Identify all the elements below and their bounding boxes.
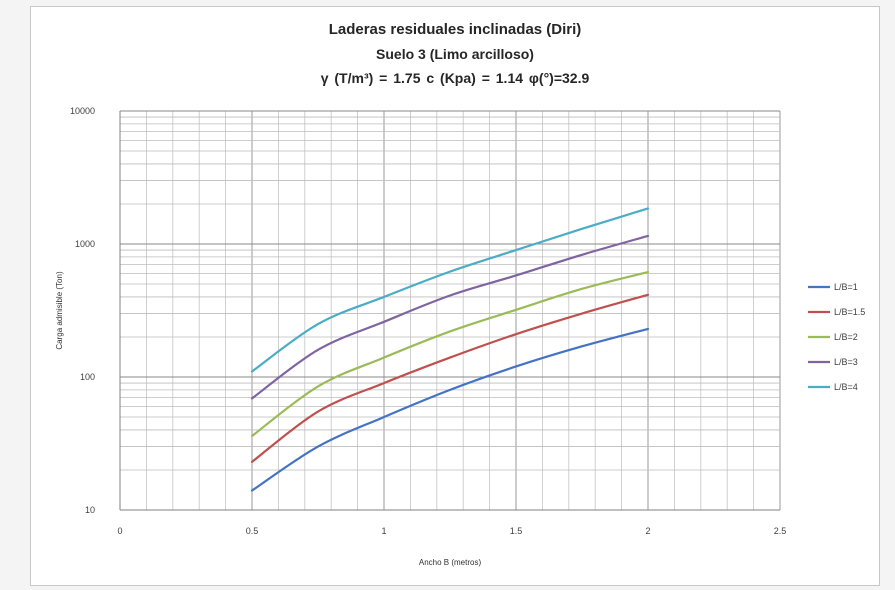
y-tick-label: 1000 — [75, 239, 95, 249]
chart-subtitle: Suelo 3 (Limo arcilloso) — [376, 46, 534, 62]
legend-label: L/B=4 — [834, 382, 858, 392]
series-line-5 — [250, 207, 650, 373]
y-tick-label: 10000 — [70, 106, 95, 116]
chart-parameters: γ (T/m³) = 1.75 c (Kpa) = 1.14 φ(°)=32.9 — [320, 70, 590, 86]
legend-label: L/B=2 — [834, 332, 858, 342]
series-line-1 — [250, 327, 650, 492]
legend-label: L/B=3 — [834, 357, 858, 367]
y-tick-label: 10 — [85, 505, 95, 515]
series-line-3 — [250, 270, 650, 438]
series-line-2 — [250, 293, 650, 463]
chart-title: Laderas residuales inclinadas (Diri) — [328, 21, 582, 38]
series-line-4 — [250, 234, 650, 400]
x-tick-label: 1.5 — [510, 526, 523, 536]
legend-label: L/B=1.5 — [834, 307, 865, 317]
x-tick-label: 0.5 — [246, 526, 259, 536]
x-tick-label: 2 — [645, 526, 650, 536]
x-tick-label: 0 — [117, 526, 122, 536]
y-axis-title: Carga admisible (Ton) — [55, 271, 64, 350]
x-tick-label: 1 — [381, 526, 386, 536]
y-tick-label: 100 — [80, 372, 95, 382]
x-axis-title: Ancho B (metros) — [419, 558, 482, 567]
legend-label: L/B=1 — [834, 282, 858, 292]
plot-area — [120, 111, 780, 510]
x-tick-label: 2.5 — [774, 526, 787, 536]
